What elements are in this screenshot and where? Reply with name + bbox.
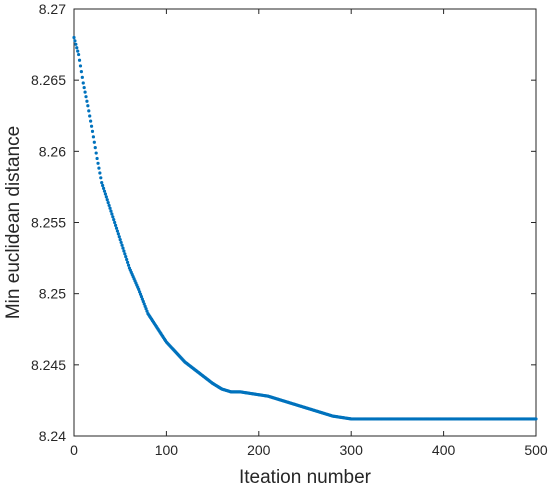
data-point xyxy=(77,58,82,62)
data-point xyxy=(534,417,538,421)
data-point xyxy=(106,200,110,205)
data-point xyxy=(77,52,81,57)
plot-frame xyxy=(73,8,537,437)
data-point xyxy=(99,176,103,180)
data-point xyxy=(91,135,96,139)
y-tick-label: 8.25 xyxy=(39,286,66,302)
data-point xyxy=(90,129,95,134)
data-point xyxy=(139,295,144,299)
data-point xyxy=(112,218,116,222)
data-point xyxy=(101,186,106,190)
data-point xyxy=(126,263,131,267)
data-point xyxy=(76,49,80,53)
data-point xyxy=(85,99,89,103)
y-tick-label: 8.265 xyxy=(31,72,66,88)
data-point xyxy=(107,203,111,208)
data-point xyxy=(118,237,122,242)
x-axis-ticks: 0 100 200 300 400 500 xyxy=(70,9,548,458)
data-point xyxy=(97,166,101,170)
y-axis-ticks: 8.24 8.245 8.25 8.255 8.26 8.265 8.27 xyxy=(31,1,536,444)
y-tick-label: 8.255 xyxy=(31,215,66,231)
data-point xyxy=(145,309,149,313)
data-point xyxy=(72,35,76,40)
data-point xyxy=(93,146,97,150)
data-point xyxy=(79,70,83,74)
data-point xyxy=(113,223,118,227)
data-point xyxy=(94,151,98,155)
x-tick-label: 400 xyxy=(432,442,456,458)
y-tick-label: 8.26 xyxy=(39,143,66,159)
x-tick-label: 100 xyxy=(155,442,179,458)
data-point xyxy=(81,81,85,85)
data-point xyxy=(88,114,92,118)
data-point xyxy=(142,302,146,306)
data-point xyxy=(95,156,99,161)
data-point xyxy=(75,46,79,50)
y-axis-title: Min euclidean distance xyxy=(3,126,24,319)
data-point xyxy=(74,42,78,46)
data-point xyxy=(98,171,102,175)
data-point xyxy=(116,232,120,236)
data-point xyxy=(104,195,108,199)
data-point xyxy=(120,243,124,247)
data-point xyxy=(100,181,104,185)
data-point xyxy=(103,192,108,196)
data-point xyxy=(122,249,126,253)
data-point xyxy=(125,260,130,264)
x-axis-title: Iteation number xyxy=(239,467,372,488)
data-point xyxy=(144,307,148,311)
data-point xyxy=(121,246,125,250)
y-tick-label: 8.24 xyxy=(39,428,66,444)
data-point xyxy=(138,290,142,294)
data-point xyxy=(102,189,107,193)
data-point xyxy=(101,183,105,188)
data-point xyxy=(141,299,145,304)
data-point xyxy=(123,252,127,256)
data-point xyxy=(109,209,113,213)
data-point xyxy=(105,198,109,202)
data-point xyxy=(78,64,83,68)
plot-area xyxy=(72,8,538,437)
x-tick-label: 200 xyxy=(247,442,271,458)
data-point xyxy=(73,39,77,43)
data-point xyxy=(111,215,115,219)
data-point xyxy=(108,206,112,210)
data-point xyxy=(87,109,91,113)
data-point xyxy=(86,104,90,108)
data-point xyxy=(117,235,121,239)
data-point xyxy=(124,255,128,259)
x-tick-label: 500 xyxy=(524,442,548,458)
data-point xyxy=(138,292,143,296)
data-point xyxy=(113,220,117,225)
data-point xyxy=(143,304,147,308)
data-point xyxy=(92,140,96,144)
data-point xyxy=(83,90,87,94)
data-point xyxy=(110,212,114,216)
data-point xyxy=(114,226,119,230)
data-point xyxy=(82,85,86,90)
series-layer xyxy=(72,35,538,421)
data-point xyxy=(125,257,129,262)
data-point xyxy=(140,297,144,301)
data-point xyxy=(137,287,141,291)
data-point xyxy=(89,124,94,128)
data-point xyxy=(115,229,120,233)
y-tick-label: 8.245 xyxy=(31,357,66,373)
data-point xyxy=(96,161,100,165)
data-point xyxy=(84,95,88,99)
data-point xyxy=(119,240,123,245)
data-point xyxy=(89,119,93,123)
x-tick-label: 300 xyxy=(340,442,364,458)
data-point xyxy=(80,75,84,79)
y-tick-label: 8.27 xyxy=(39,1,66,17)
x-tick-label: 0 xyxy=(70,442,78,458)
